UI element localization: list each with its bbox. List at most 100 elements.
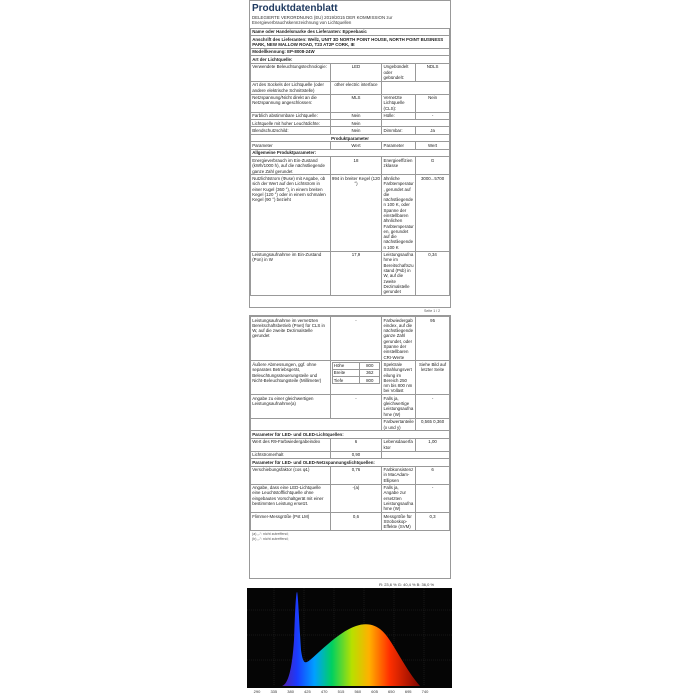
dimension-label: Tiefe [331,376,361,385]
param-value: 6 [329,437,383,452]
param-value: NDLS [415,62,450,82]
table-row: Äußere Abmessungen, ggf. ohne separates … [250,360,450,396]
footnote: (a) „-“: nicht zutreffend; [252,532,289,537]
param-value: Wert [415,141,450,150]
x-tick-label: 425 [304,689,311,694]
table-row: Parameter für LED- und OLED-Lichtquellen… [250,430,450,439]
x-tick-label: 695 [405,689,412,694]
table-row: Flimmer-Messgröße (Pst LM) 0,6 Messgröße f… [250,512,450,532]
param-value: - [415,483,450,514]
footnote: (b) „-“: nicht zutreffend; [252,537,289,542]
param-value: LED [329,62,383,82]
table-row: Verschiebungsfaktor (cos φ1) 0,76 Farbkons… [250,465,450,485]
table-row: Lichtquelle mit hoher Leuchtdichte: Nein [250,118,450,128]
param-label: Blendschutzschild: [250,126,331,135]
param-label: Lichtquelle mit hoher Leuchtdichte: [250,118,331,128]
rgb-header: R: 23,6 % G: 40,4 % B: 36,0 % [379,582,434,587]
param-label: Farblich abstimmbare Lichtquelle: [250,111,331,121]
param-value: 0,34 [415,250,450,296]
section-heading: Name oder Handelsmarke des Lieferanten: … [250,27,450,37]
param-value: Wert [329,141,383,150]
param-value: other electric interface [329,80,383,95]
x-tick-label: 740 [422,689,429,694]
title: Produktdatenblatt [252,3,338,14]
param-label: Energieverbrauch im Ein-Zustand (kWh/100… [250,156,331,176]
section-heading: Modellkennung: EP-8008-24W [250,47,450,57]
param-value: 0,76 [329,465,383,485]
dimension-row: Tiefe 800 [331,376,381,385]
param-value: - [329,316,383,362]
param-value: 994 in breiter Kegel (120 °) [329,174,383,252]
param-value: Ja [415,126,450,135]
subtitle: DELEGIERTE VERORDNUNG (EU) 2019/2015 DER… [252,15,393,26]
x-tick-label: 605 [371,689,378,694]
dimension-value: 800 [359,376,381,385]
param-label: Leistungsaufnahme im Bereitschaftszustan… [381,250,417,296]
param-value: Nein [415,93,450,113]
param-label: Angabe zu einer gleichwertigen Leistungs… [250,394,331,419]
param-label: Messgröße für Stroboskop-Effekte (SVM) [381,512,417,532]
param-label: Dimmbar: [381,126,417,135]
empty-cell [381,450,450,460]
x-tick-label: 290 [254,689,261,694]
param-label: Verwendete Beleuchtungstechnologie: [250,62,331,82]
table-row: Lichtstromerhalt 0,90 [250,450,450,460]
param-value: 0,3 [415,512,450,532]
table-row: Angabe, dass eine LED-Lichtquelle eine L… [250,483,450,514]
param-value: - [329,394,383,419]
table-row: Modellkennung: EP-8008-24W [250,47,450,57]
param-label: Verschiebungsfaktor (cos φ1) [250,465,331,485]
param-label: Lichtstromerhalt [250,450,331,460]
param-value: 0,6 [329,512,383,532]
table-row: Netzspannung/Nicht direkt an die Netzspa… [250,93,450,113]
param-label: Ungebündelt oder gebündelt: [381,62,417,82]
section-heading: Parameter für LED- und OLED-Netzspannung… [250,458,450,467]
dimension-value: 800 [359,362,381,371]
x-tick-label: 560 [354,689,361,694]
data-table: Name oder Handelsmarke des Lieferanten: … [250,27,450,296]
section-heading: Allgemeine Produktparameter: [250,148,450,158]
dimension-value: 362 [359,369,381,378]
table-row: Anschrift des Lieferanten: Wellz, UNIT 3… [250,35,450,49]
param-label: Art des Sockels der Lichtquelle (oder an… [250,80,331,95]
table-row: Farbwertanteile (x und y) 0,565 0,360 [250,417,450,432]
table-row: Leistungsaufnahme im Ein-Zustand (Pon) i… [250,250,450,296]
table-row: Nutzlichtstrom (Φuse) mit Angabe, ob sic… [250,174,450,252]
table-row: Produktparameter [250,133,450,143]
param-label: Nutzlichtstrom (Φuse) mit Angabe, ob sic… [250,174,331,252]
param-label: Lebensdauerfaktor [381,437,417,452]
section-heading: Anschrift des Lieferanten: Wellz, UNIT 3… [250,35,450,49]
table-row: Name oder Handelsmarke des Lieferanten: … [250,27,450,37]
param-value: 18 [329,156,383,176]
param-value: 1,00 [415,437,450,452]
param-label: Flimmer-Messgröße (Pst LM) [250,512,331,532]
param-value: MLS [329,93,383,113]
page-footer: Seite 1 / 2 [424,309,441,313]
param-value: Nein [329,118,383,128]
data-table: Leistungsaufnahme im vernetzten Bereitsc… [250,316,450,532]
table-row: Parameter für LED- und OLED-Netzspannung… [250,458,450,467]
param-label: Energieeffizienzklasse [381,156,417,176]
param-label: Spektrale Strahlungsverteilung im Bereic… [381,360,417,396]
param-value: 0,565 0,360 [415,417,450,432]
param-value: - [415,111,450,121]
table-row: Farblich abstimmbare Lichtquelle: Nein Hül… [250,111,450,121]
param-label: Parameter [250,141,331,150]
param-label: Farbwiedergabeindex, auf die nächstliege… [381,316,417,362]
dimension-row: Höhe 800 [331,362,381,371]
table-row: Angabe zu einer gleichwertigen Leistungs… [250,394,450,419]
param-label: Wert des R9-Farbwiedergabeindex [250,437,331,452]
param-label: Falls ja, Angabe zur ersetzten Leistungs… [381,483,417,514]
param-label: Leistungsaufnahme im Ein-Zustand (Pon) i… [250,250,331,296]
param-label: Leistungsaufnahme im vernetzten Bereitsc… [250,316,331,362]
x-tick-label: 650 [388,689,395,694]
dimension-label: Breite [331,369,361,378]
dimension-table: Höhe 800 Breite 362 Tiefe 800 [331,362,381,385]
table-row: Art des Sockels der Lichtquelle (oder an… [250,80,450,95]
dimension-cell: Höhe 800 Breite 362 Tiefe 800 [329,360,383,396]
param-label: ähnliche Farbtemperatur, gerundet auf di… [381,174,417,252]
param-value: 6 [415,465,450,485]
param-label: Netzspannung/Nicht direkt an die Netzspa… [250,93,331,113]
param-value: G [415,156,450,176]
table-row: Art der Lichtquelle: [250,55,450,64]
